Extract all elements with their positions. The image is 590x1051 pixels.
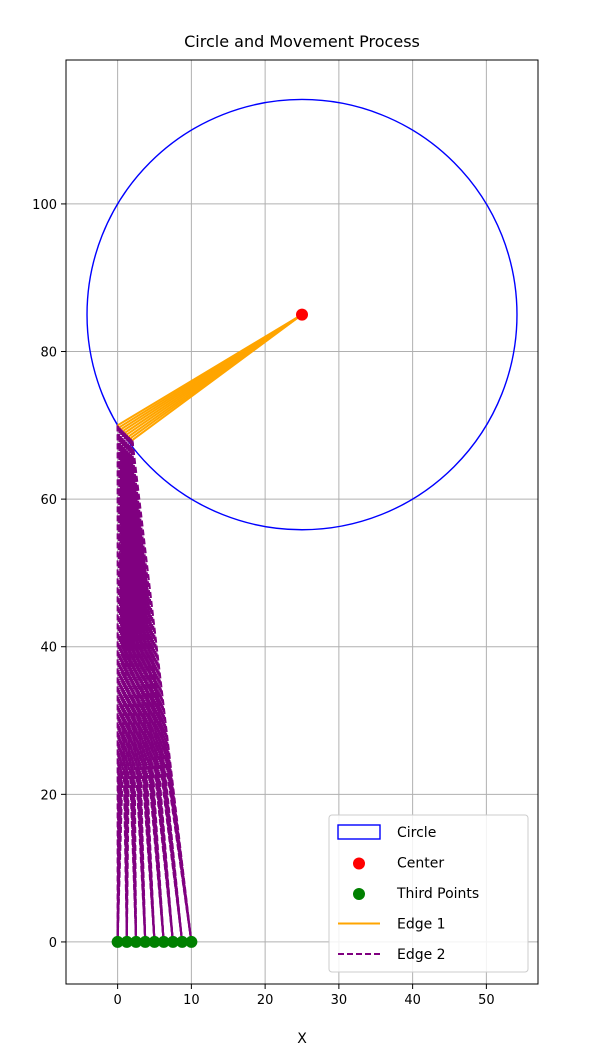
third-point: [111, 935, 124, 948]
x-axis-label: X: [297, 1031, 307, 1047]
third-point: [157, 935, 170, 948]
third-point: [120, 935, 133, 948]
y-tick-label: 0: [49, 936, 57, 951]
edge2-line: [125, 440, 134, 942]
circle-outline: [86, 98, 518, 531]
x-tick-label: 0: [113, 993, 121, 1008]
y-tick-label: 100: [32, 198, 57, 213]
legend-label: Edge 1: [397, 917, 446, 933]
grid-lines: [66, 60, 538, 984]
third-point: [166, 935, 179, 948]
x-tick-label: 50: [478, 993, 495, 1008]
legend-handle-dot: [353, 857, 365, 870]
axis-ticks: 0 10 20 30 40 50 0 20 40 60 80 100: [32, 198, 494, 1008]
y-tick-label: 40: [40, 641, 57, 656]
edge2-line: [131, 439, 193, 943]
y-tick-label: 80: [40, 346, 57, 361]
edge2-line: [131, 440, 147, 942]
edge2-line: [116, 436, 130, 942]
legend-label: Circle: [397, 825, 436, 841]
plot-frame: [65, 59, 539, 985]
plot-marks: [86, 98, 518, 948]
third-point: [130, 935, 143, 948]
edge2-line: [116, 434, 128, 942]
legend-label: Edge 2: [397, 947, 446, 963]
chart-title: Circle and Movement Process: [184, 32, 420, 51]
third-point: [185, 935, 198, 948]
legend-handle-circle: [337, 824, 381, 840]
legend-label: Center: [397, 856, 444, 872]
edge2-line: [131, 440, 138, 942]
legend-handle-dot: [353, 888, 365, 900]
edge2-line: [116, 440, 134, 942]
y-tick-label: 20: [40, 788, 57, 803]
legend-box: [328, 814, 529, 973]
legend: Circle Center Third Points Edge 1 Edge 2: [328, 814, 529, 973]
third-point: [148, 935, 161, 948]
y-tick-label: 60: [40, 493, 57, 508]
x-tick-label: 40: [404, 993, 421, 1008]
third-point: [139, 935, 152, 948]
edge2-line: [131, 440, 165, 942]
edge2-line: [131, 439, 184, 943]
x-tick-label: 30: [331, 993, 348, 1008]
third-point: [176, 935, 189, 948]
x-tick-label: 20: [257, 993, 274, 1008]
center-point: [296, 308, 308, 321]
edge1-line: [131, 313, 303, 441]
edge2-line: [131, 440, 156, 942]
x-tick-label: 10: [183, 993, 200, 1008]
edge2-line: [131, 439, 174, 943]
legend-label: Third Points: [396, 886, 479, 902]
